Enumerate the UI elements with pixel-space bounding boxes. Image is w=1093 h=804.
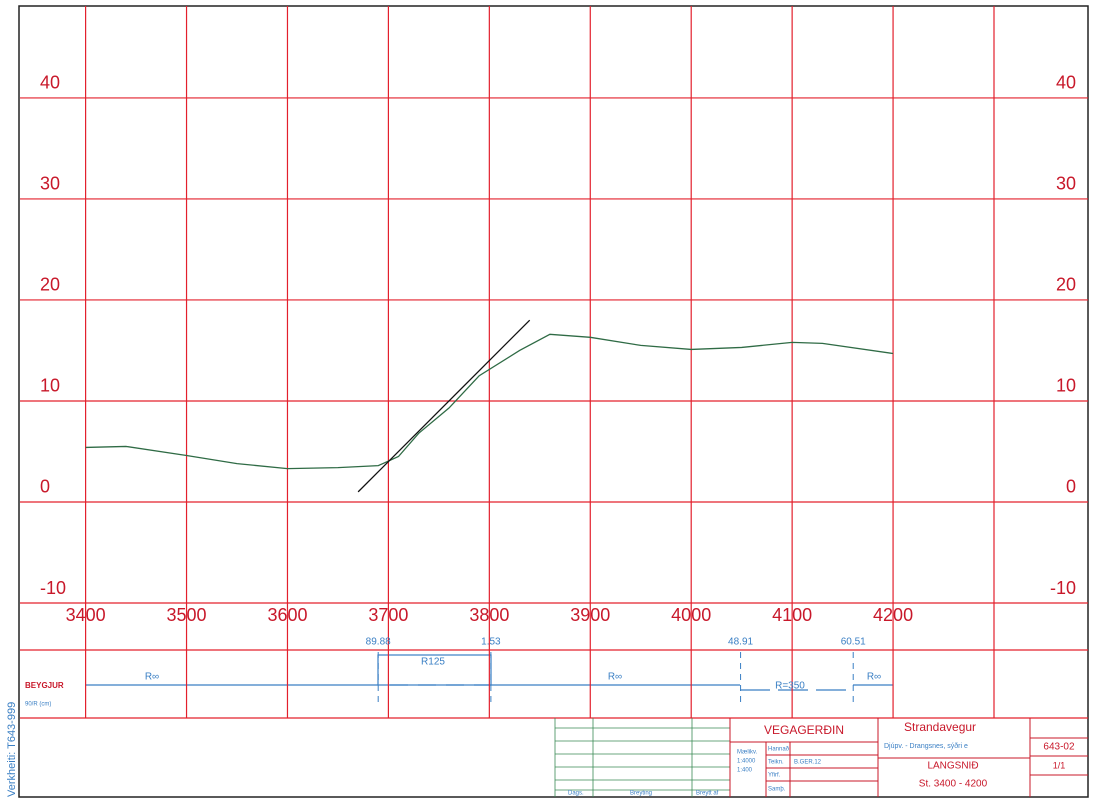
- curve-box: [377, 654, 492, 686]
- x-tick-label: 4000: [671, 605, 711, 625]
- drawing-number: 643-02: [1043, 742, 1075, 753]
- y-tick-label: 30: [40, 174, 60, 194]
- x-tick-label: 4200: [873, 605, 913, 625]
- y-tick-label: 10: [40, 376, 60, 396]
- radius-label: R∞: [608, 672, 622, 683]
- x-tick-label: 3600: [267, 605, 307, 625]
- y-tick-label-right: 0: [1066, 477, 1076, 497]
- change-label: Breyting: [630, 791, 652, 797]
- y-tick-label-right: 40: [1056, 73, 1076, 93]
- changed-by-label: Breytt af: [696, 791, 719, 797]
- approved: Samþ.: [768, 787, 786, 793]
- station-label: 1.53: [481, 637, 501, 648]
- radius-label: R∞: [145, 672, 159, 683]
- date-label: Dags.: [568, 791, 584, 797]
- x-tick-label: 3900: [570, 605, 610, 625]
- curves-heading: BEYGJUR: [25, 681, 64, 690]
- radius-label: R∞: [867, 672, 881, 683]
- title-cells: [729, 718, 1088, 797]
- y-tick-label-right: 20: [1056, 275, 1076, 295]
- band-lines: [20, 6, 1088, 719]
- drawn: Teikn.: [768, 760, 784, 766]
- road: Strandavegur: [904, 720, 976, 734]
- x-tick-label: 3800: [469, 605, 509, 625]
- x-tick-label: 4100: [772, 605, 812, 625]
- y-tick-label: 40: [40, 73, 60, 93]
- y-tick-label-right: -10: [1050, 578, 1076, 598]
- station-label: 48.91: [728, 637, 753, 648]
- y-tick-label-right: 10: [1056, 376, 1076, 396]
- profile-line: [85, 333, 894, 470]
- drawing-stations: St. 3400 - 4200: [919, 779, 988, 790]
- x-tick-label: 3500: [167, 605, 207, 625]
- designed: Hannað: [768, 746, 790, 753]
- profile-line: [357, 319, 531, 493]
- y-tick-label-right: 30: [1056, 174, 1076, 194]
- y-tick-label: -10: [40, 578, 66, 598]
- drawn-by: B.GER.12: [794, 760, 822, 766]
- y-tick-label: 0: [40, 477, 50, 497]
- section: Djúpv. - Drangsnes, sýðri e: [884, 742, 968, 750]
- curves-subheading: 90/R (cm): [25, 702, 51, 708]
- side-label: Verkheiti: T643-999: [6, 702, 18, 797]
- station-label: 89.88: [366, 637, 391, 648]
- radius-label: R=350: [775, 681, 805, 692]
- sheet: 1/1: [1053, 760, 1066, 770]
- scale-h: 1:4000: [737, 759, 756, 765]
- station-label: 60.51: [841, 637, 866, 648]
- agency: VEGAGERÐIN: [764, 723, 844, 737]
- title-table: [554, 718, 730, 797]
- scale-label: Mælikv.: [737, 750, 758, 756]
- x-tick-label: 3700: [368, 605, 408, 625]
- radius-label: R125: [421, 657, 445, 668]
- y-tick-label: 20: [40, 275, 60, 295]
- x-tick-label: 3400: [66, 605, 106, 625]
- alignment: [86, 654, 893, 691]
- drawing-name: LANGSNIÐ: [927, 761, 978, 772]
- checked: Yfirf.: [768, 773, 781, 779]
- scale-v: 1:400: [737, 768, 753, 774]
